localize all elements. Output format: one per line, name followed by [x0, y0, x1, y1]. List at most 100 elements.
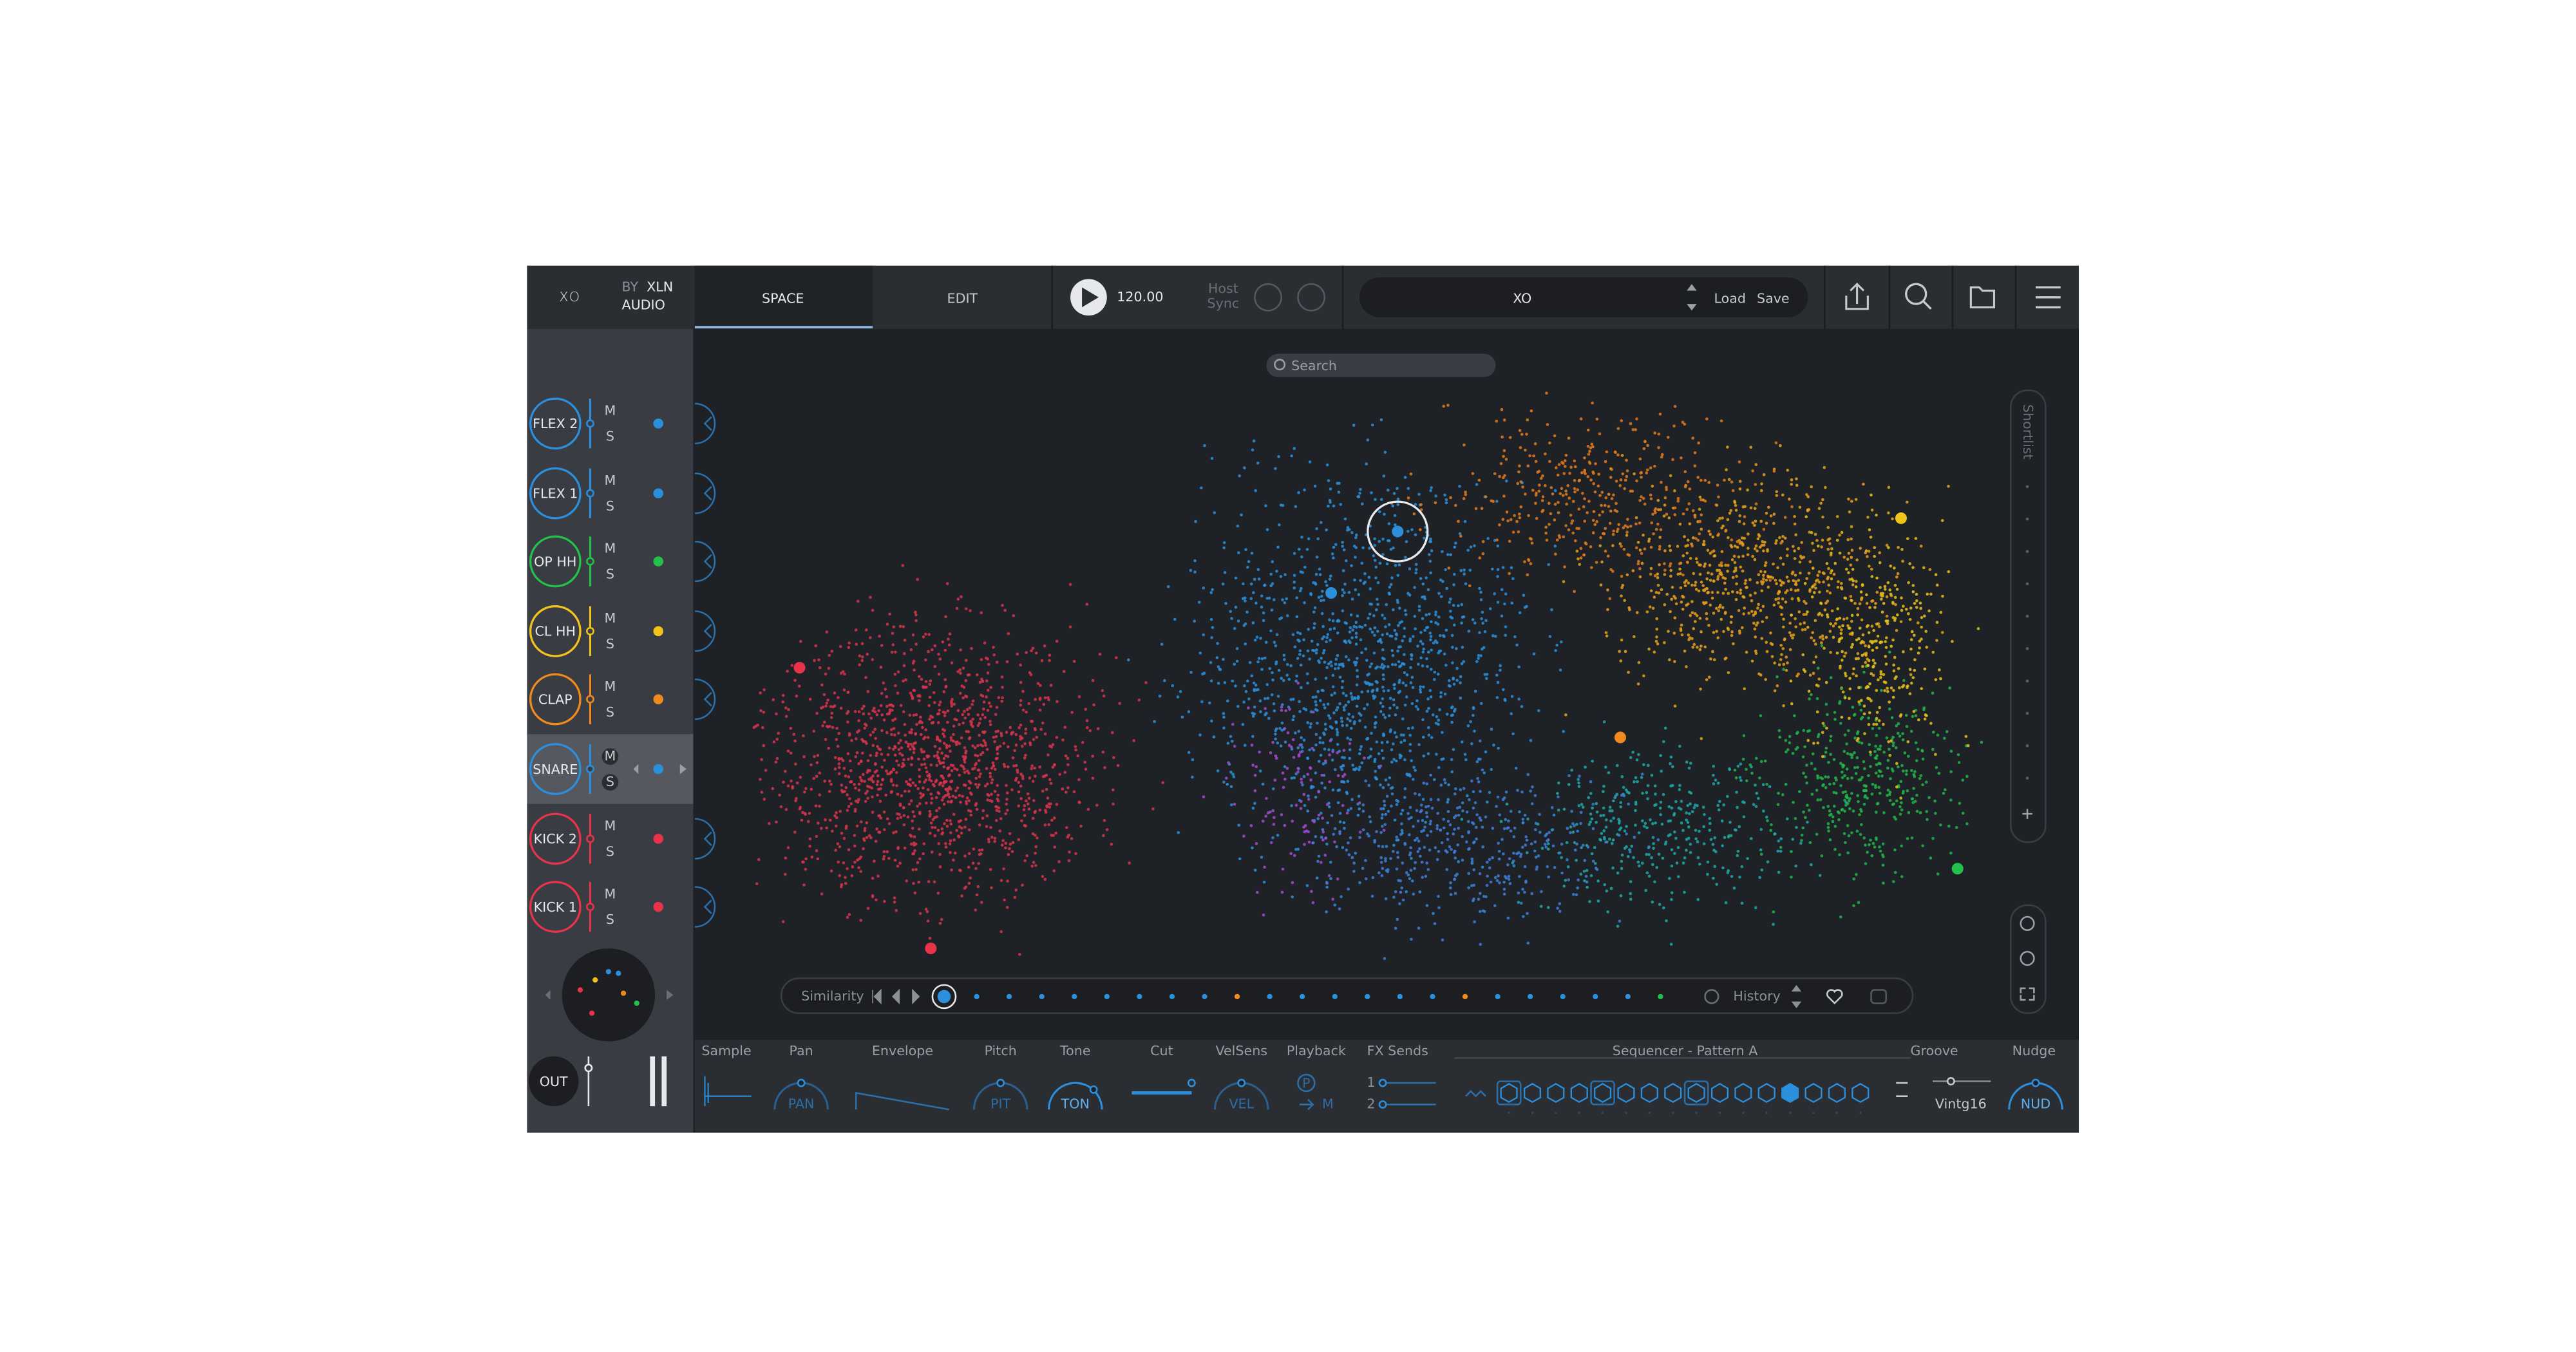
sound-dot[interactable] — [1856, 730, 1860, 734]
sound-dot[interactable] — [1674, 596, 1677, 600]
sound-dot[interactable] — [1738, 514, 1742, 518]
sound-dot[interactable] — [846, 867, 849, 870]
sound-dot[interactable] — [1425, 782, 1428, 785]
sound-dot[interactable] — [1926, 592, 1929, 596]
sound-dot[interactable] — [1391, 850, 1395, 853]
sound-dot[interactable] — [1457, 604, 1460, 608]
sound-dot[interactable] — [1842, 832, 1846, 836]
sound-dot[interactable] — [1377, 752, 1381, 756]
sound-dot[interactable] — [1795, 477, 1798, 481]
sound-dot[interactable] — [1814, 643, 1817, 646]
sound-dot[interactable] — [824, 738, 828, 741]
sound-dot[interactable] — [1732, 554, 1736, 558]
sound-dot[interactable] — [1232, 775, 1236, 778]
sound-dot[interactable] — [1406, 726, 1410, 730]
sound-dot[interactable] — [1374, 721, 1378, 724]
sound-dot[interactable] — [1047, 823, 1051, 827]
sound-dot[interactable] — [929, 812, 932, 816]
sound-dot[interactable] — [1781, 597, 1785, 601]
sound-dot[interactable] — [1255, 601, 1258, 605]
sound-dot[interactable] — [1703, 645, 1707, 649]
sound-dot[interactable] — [1577, 557, 1580, 561]
sound-dot[interactable] — [1584, 874, 1588, 878]
sound-dot[interactable] — [1401, 639, 1405, 643]
sound-dot[interactable] — [1788, 741, 1792, 745]
sound-dot[interactable] — [1790, 850, 1793, 854]
sound-dot[interactable] — [1846, 558, 1850, 561]
sound-dot[interactable] — [1229, 785, 1233, 789]
sound-dot[interactable] — [1726, 518, 1730, 521]
sound-dot[interactable] — [1762, 549, 1765, 553]
sound-dot[interactable] — [1332, 832, 1336, 836]
sound-dot[interactable] — [985, 782, 989, 786]
sound-dot[interactable] — [1868, 711, 1871, 715]
sound-dot[interactable] — [834, 824, 838, 828]
sound-dot[interactable] — [1422, 647, 1426, 651]
sound-dot[interactable] — [831, 829, 834, 833]
sound-dot[interactable] — [895, 771, 898, 775]
sound-dot[interactable] — [1282, 679, 1285, 682]
sound-dot[interactable] — [1275, 569, 1278, 573]
sound-dot[interactable] — [1381, 705, 1385, 708]
sound-dot[interactable] — [1945, 730, 1949, 733]
sound-dot[interactable] — [838, 645, 842, 648]
sound-dot[interactable] — [1794, 583, 1798, 587]
sound-dot[interactable] — [1816, 774, 1819, 778]
sound-dot[interactable] — [1708, 822, 1712, 825]
sound-dot[interactable] — [958, 825, 961, 829]
sound-dot[interactable] — [1390, 792, 1394, 796]
sound-dot[interactable] — [1144, 681, 1148, 684]
sound-dot[interactable] — [1356, 696, 1360, 700]
sound-dot[interactable] — [912, 881, 915, 885]
sound-dot[interactable] — [938, 807, 941, 810]
sound-dot[interactable] — [1329, 487, 1332, 491]
sound-dot[interactable] — [1548, 635, 1552, 638]
sound-dot[interactable] — [1546, 842, 1550, 845]
sound-dot[interactable] — [1263, 583, 1267, 587]
sound-dot[interactable] — [1745, 650, 1748, 654]
sound-dot[interactable] — [1849, 595, 1853, 598]
sound-dot[interactable] — [866, 789, 869, 793]
sound-dot[interactable] — [1553, 544, 1557, 548]
sound-dot[interactable] — [1792, 801, 1795, 804]
sound-dot[interactable] — [1620, 853, 1624, 857]
sound-dot[interactable] — [1788, 648, 1792, 652]
sound-dot[interactable] — [1707, 481, 1711, 484]
sound-dot[interactable] — [1894, 818, 1898, 821]
sound-dot[interactable] — [1396, 599, 1399, 602]
sound-dot[interactable] — [1274, 661, 1278, 664]
sound-dot[interactable] — [787, 708, 790, 711]
sound-dot[interactable] — [1650, 521, 1654, 525]
sound-dot[interactable] — [1912, 709, 1916, 713]
sound-dot[interactable] — [1824, 786, 1828, 789]
sound-dot[interactable] — [842, 861, 846, 865]
sound-dot[interactable] — [1698, 648, 1702, 652]
sound-dot[interactable] — [1821, 498, 1824, 502]
sound-dot[interactable] — [1850, 556, 1853, 559]
sound-dot[interactable] — [1734, 503, 1738, 507]
sound-dot[interactable] — [1417, 743, 1421, 746]
sound-dot[interactable] — [1670, 597, 1674, 601]
sound-dot[interactable] — [1706, 860, 1710, 864]
sound-dot[interactable] — [866, 784, 869, 788]
sound-dot[interactable] — [1251, 711, 1255, 715]
sound-dot[interactable] — [1839, 664, 1842, 668]
sound-dot[interactable] — [1453, 545, 1457, 549]
sound-dot[interactable] — [1668, 544, 1671, 548]
sound-dot[interactable] — [1556, 473, 1560, 477]
sound-dot[interactable] — [1462, 497, 1466, 500]
sound-dot[interactable] — [1617, 523, 1620, 527]
sound-dot[interactable] — [936, 721, 940, 724]
sound-dot[interactable] — [1669, 474, 1672, 478]
sound-dot[interactable] — [1367, 616, 1370, 620]
sound-dot[interactable] — [1523, 890, 1526, 894]
sound-dot[interactable] — [1875, 646, 1879, 650]
sound-dot[interactable] — [1562, 535, 1566, 539]
sound-dot[interactable] — [1226, 742, 1230, 745]
sound-dot[interactable] — [1603, 883, 1607, 887]
sound-dot[interactable] — [1931, 691, 1935, 695]
sound-dot[interactable] — [1316, 537, 1320, 541]
sound-dot[interactable] — [962, 767, 966, 771]
sound-dot[interactable] — [1701, 805, 1705, 809]
sound-dot[interactable] — [1649, 572, 1653, 576]
